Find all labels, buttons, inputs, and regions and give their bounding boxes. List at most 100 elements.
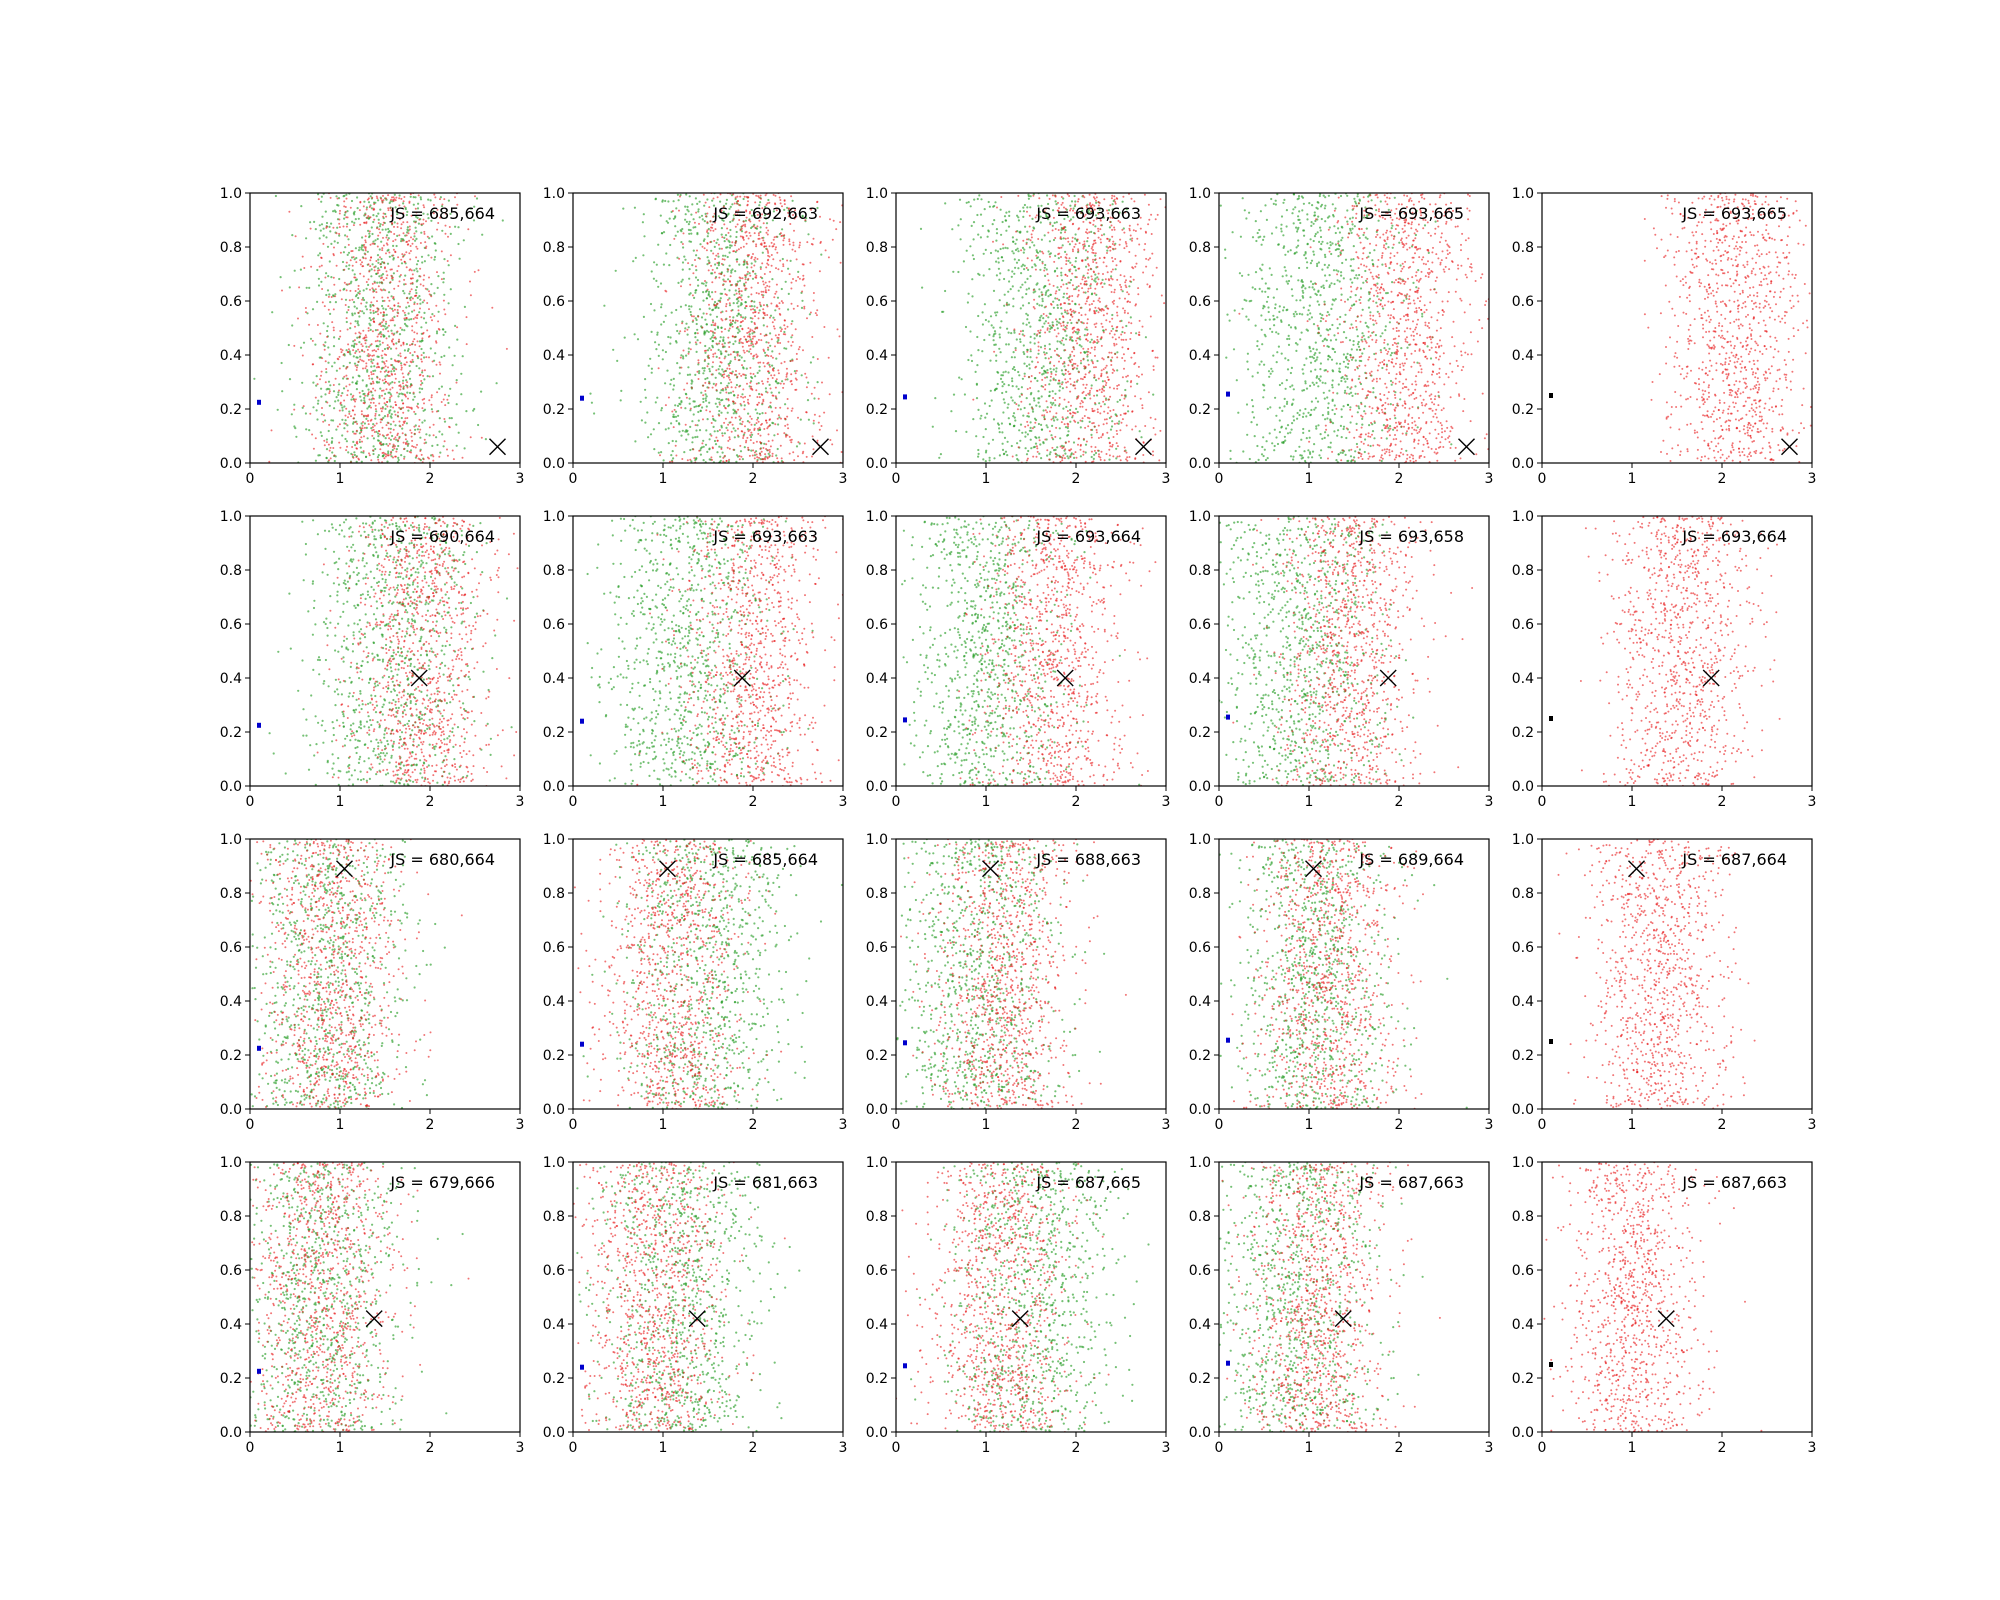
red-point [1091, 407, 1094, 410]
green-point [708, 438, 711, 441]
red-point [375, 366, 378, 369]
green-point [1074, 200, 1077, 203]
red-point [1058, 247, 1061, 250]
green-point [718, 247, 721, 250]
green-point [994, 201, 997, 204]
red-point [380, 325, 383, 328]
green-point [728, 297, 731, 300]
green-point [738, 279, 742, 282]
red-point [759, 442, 762, 444]
red-point [758, 396, 761, 399]
red-point [721, 387, 724, 390]
green-point [754, 272, 757, 275]
red-point [392, 198, 395, 201]
green-point [661, 358, 664, 361]
green-point [1036, 282, 1039, 285]
green-point [327, 275, 330, 278]
green-point [977, 272, 980, 275]
red-point [745, 230, 748, 233]
green-point [705, 297, 709, 300]
red-point [374, 414, 377, 417]
red-point [1041, 414, 1044, 417]
green-point [743, 262, 746, 266]
green-point [365, 384, 368, 387]
red-point [781, 205, 783, 208]
green-point [1065, 334, 1068, 337]
red-point [758, 456, 760, 459]
green-point [319, 431, 322, 434]
red-point [436, 271, 438, 274]
green-point [675, 323, 678, 326]
red-point [371, 397, 374, 400]
green-point [440, 205, 444, 208]
green-point [705, 395, 708, 398]
green-point [725, 215, 728, 218]
green-point [718, 409, 721, 413]
green-point [790, 336, 793, 339]
green-point [723, 432, 727, 435]
red-point [707, 386, 710, 389]
green-point [1063, 292, 1066, 295]
red-point [385, 337, 388, 340]
green-point [387, 237, 390, 240]
red-point [714, 228, 717, 231]
red-point [724, 386, 727, 389]
green-point [726, 270, 729, 273]
green-point [1007, 331, 1010, 334]
green-point [1011, 385, 1014, 388]
red-point [416, 317, 419, 320]
green-point [737, 300, 740, 303]
green-point [1010, 356, 1014, 359]
green-point [744, 301, 747, 304]
red-point [393, 381, 396, 384]
red-point [1079, 306, 1082, 309]
red-point [698, 257, 701, 260]
red-point [766, 325, 769, 328]
green-point [1060, 279, 1064, 282]
green-point [738, 341, 741, 345]
green-point [1031, 410, 1035, 413]
green-point [759, 230, 762, 234]
red-point [757, 420, 760, 423]
green-point [460, 372, 463, 375]
green-point [1050, 326, 1053, 329]
red-point [818, 415, 821, 418]
red-point [413, 309, 416, 312]
green-point [420, 231, 423, 234]
red-point [756, 327, 759, 330]
green-point [469, 207, 473, 210]
red-point [806, 317, 808, 320]
green-point [729, 391, 733, 394]
green-point [397, 458, 400, 462]
green-point [1027, 302, 1030, 305]
green-point [704, 377, 707, 381]
green-point [691, 420, 694, 423]
green-point [1095, 201, 1098, 204]
green-point [279, 276, 282, 279]
red-point [388, 346, 391, 349]
green-point [678, 366, 682, 369]
red-point [367, 419, 369, 422]
green-point [670, 378, 673, 381]
green-point [440, 385, 443, 388]
green-point [1094, 451, 1098, 455]
green-point [718, 398, 721, 401]
green-point [988, 268, 991, 271]
green-point [980, 414, 983, 417]
green-point [1095, 379, 1098, 382]
red-point [768, 201, 771, 204]
red-point [776, 305, 779, 308]
green-point [1118, 398, 1122, 402]
green-point [994, 311, 997, 314]
green-point [705, 323, 708, 326]
red-point [344, 414, 347, 417]
red-point [1052, 415, 1055, 418]
red-point [778, 302, 781, 305]
green-point [442, 333, 445, 336]
red-point [389, 307, 392, 310]
green-point [383, 347, 387, 351]
green-point [664, 350, 668, 354]
red-point [712, 321, 714, 324]
red-point [795, 352, 798, 355]
red-point [750, 286, 753, 289]
